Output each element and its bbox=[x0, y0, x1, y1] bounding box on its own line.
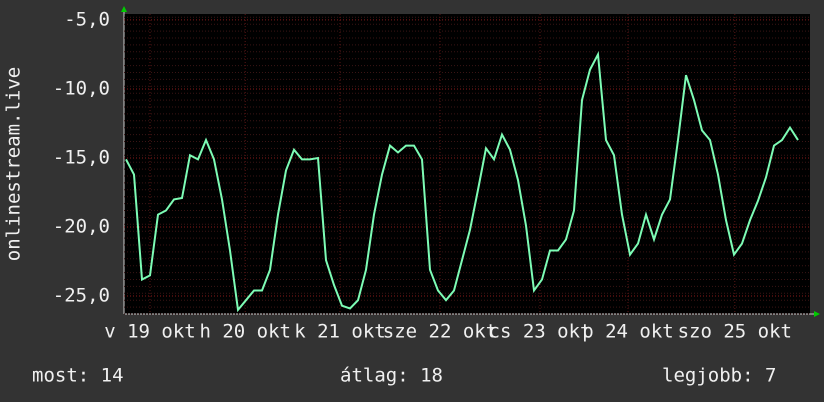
y-axis-label: onlinestream.live bbox=[3, 67, 25, 261]
x-tick-label: v 19 okt bbox=[104, 321, 196, 343]
y-tick-label: -10,0 bbox=[53, 77, 110, 99]
y-tick-label: -20,0 bbox=[53, 216, 110, 238]
data-line bbox=[125, 51, 799, 313]
axis-arrow bbox=[121, 6, 127, 12]
y-tick-label: -5,0 bbox=[64, 8, 110, 30]
x-tick-label: p 24 okt bbox=[582, 321, 674, 343]
stat-label: most: 14 bbox=[32, 365, 124, 387]
axis-arrow bbox=[814, 311, 820, 317]
y-tick-label: -15,0 bbox=[53, 146, 110, 168]
plot-area bbox=[124, 14, 810, 314]
x-tick-label: cs 23 okt bbox=[489, 321, 592, 343]
x-tick-label: h 20 okt bbox=[199, 321, 291, 343]
x-tick-label: szo 25 okt bbox=[678, 321, 792, 343]
y-tick-label: -25,0 bbox=[53, 285, 110, 307]
x-tick-label: k 21 okt bbox=[294, 321, 386, 343]
stat-label: legjobb: 7 bbox=[662, 365, 776, 387]
x-tick-label: sze 22 okt bbox=[383, 321, 497, 343]
stat-label: átlag: 18 bbox=[340, 365, 443, 387]
